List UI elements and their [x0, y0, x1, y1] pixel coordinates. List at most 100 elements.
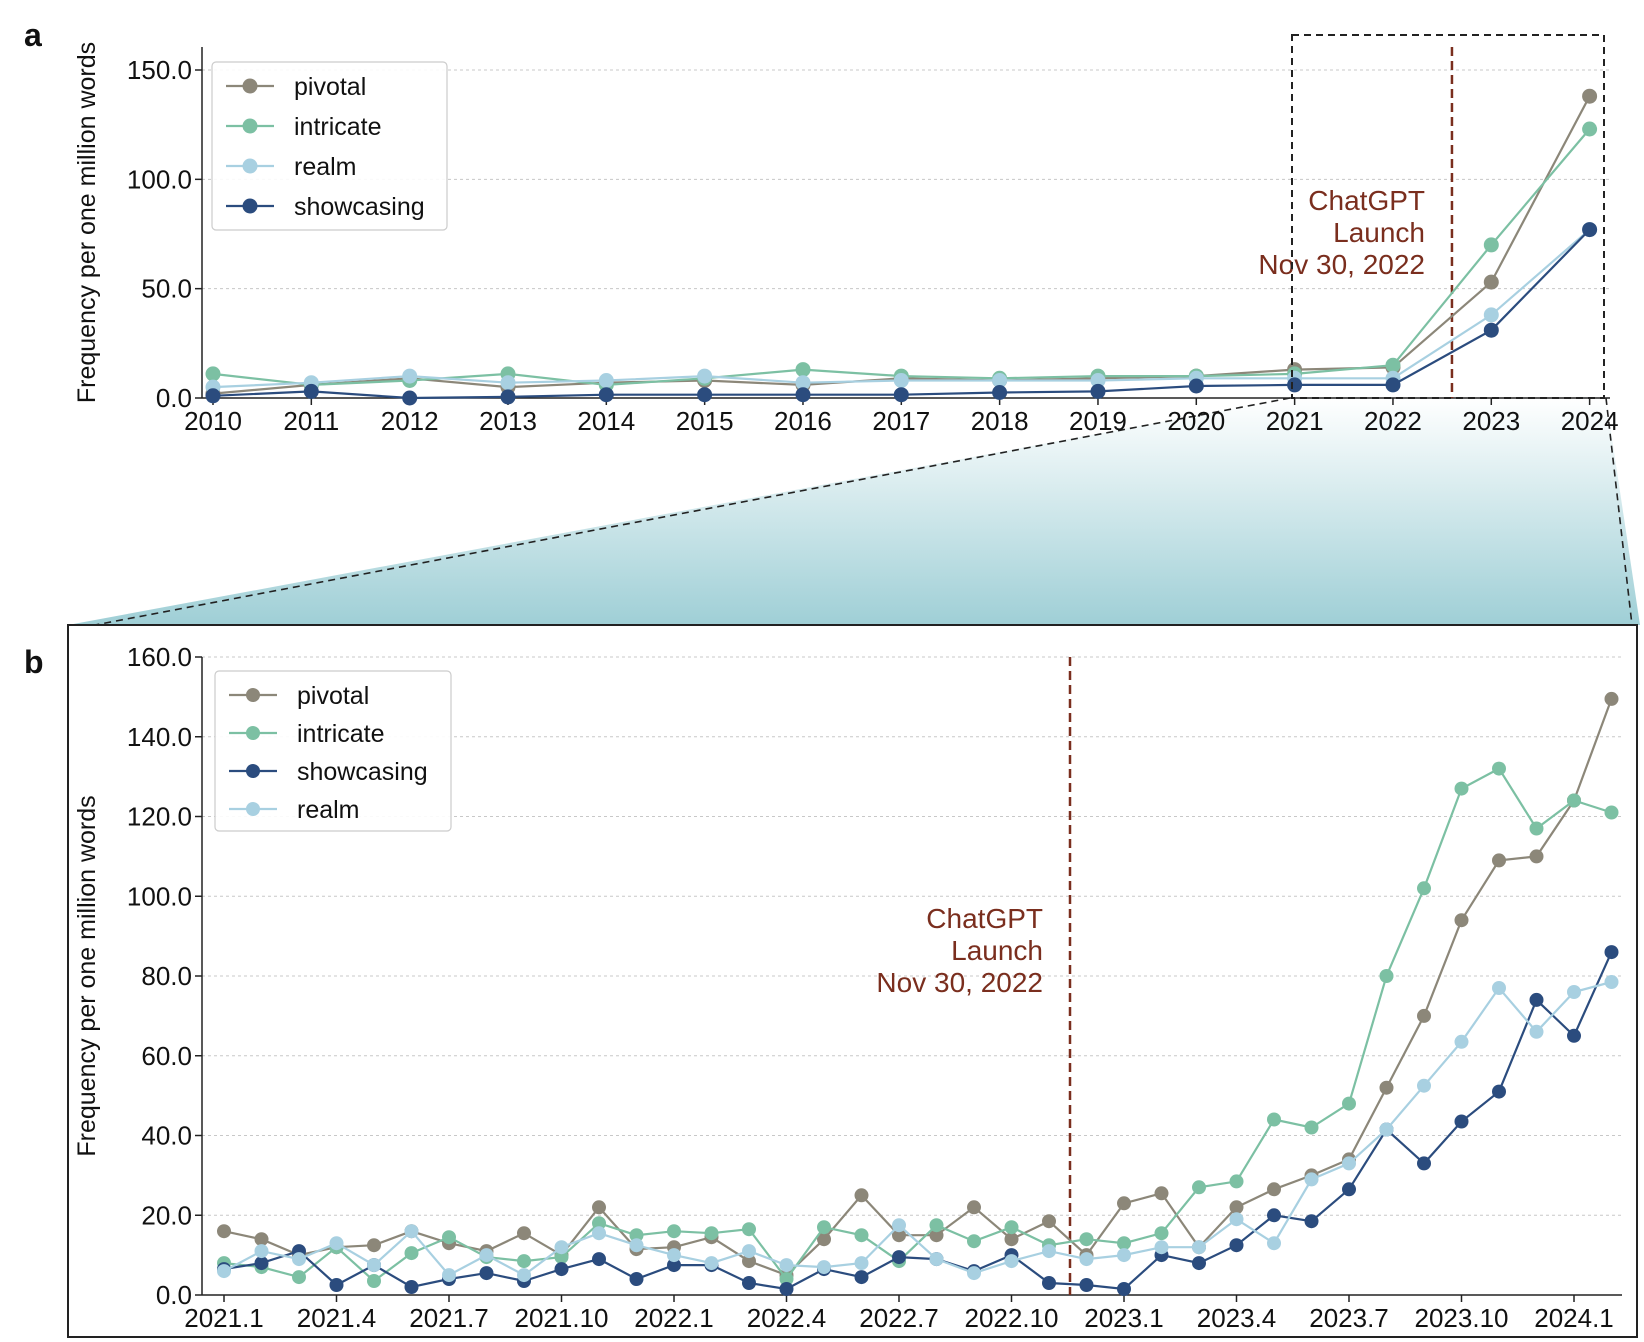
data-point-realm: [967, 1266, 981, 1281]
data-point-showcasing: [1492, 1084, 1506, 1099]
data-point-pivotal: [1267, 1182, 1281, 1197]
data-point-showcasing: [1267, 1208, 1281, 1223]
data-point-intricate: [1154, 1226, 1169, 1241]
launch-annotation: Nov 30, 2022: [1258, 249, 1425, 280]
data-point-realm: [893, 373, 909, 388]
data-point-showcasing: [598, 387, 614, 403]
data-point-showcasing: [892, 1250, 906, 1265]
data-point-intricate: [1192, 1180, 1206, 1195]
data-point-showcasing: [254, 1256, 269, 1271]
y-tick-label: 40.0: [141, 1121, 192, 1151]
data-point-showcasing: [1582, 222, 1598, 238]
data-point-showcasing: [1042, 1276, 1056, 1290]
data-point-intricate: [1483, 237, 1499, 253]
data-point-intricate: [1267, 1112, 1281, 1127]
data-point-realm: [442, 1268, 456, 1283]
data-point-realm: [817, 1260, 831, 1275]
data-point-intricate: [1117, 1236, 1131, 1251]
data-point-realm: [1192, 1240, 1206, 1255]
data-point-showcasing: [893, 387, 909, 403]
data-point-showcasing: [742, 1276, 756, 1290]
x-tick-label: 2024: [1561, 406, 1619, 436]
data-point-realm: [1604, 975, 1619, 989]
data-point-intricate: [1079, 1232, 1094, 1247]
legend: pivotal intricate showcasing realm: [214, 670, 452, 832]
y-tick-label: 100.0: [127, 164, 192, 194]
launch-annotation: Nov 30, 2022: [876, 967, 1043, 998]
y-tick-label: 50.0: [141, 274, 192, 304]
panel-a-label: a: [24, 17, 42, 53]
data-point-showcasing: [303, 383, 319, 399]
data-point-showcasing: [1117, 1282, 1131, 1296]
x-tick-label: 2020: [1167, 406, 1225, 436]
data-point-realm: [929, 1252, 944, 1267]
data-point-intricate: [1304, 1120, 1319, 1135]
data-point-intricate: [1342, 1096, 1356, 1111]
legend-entry: pivotal: [297, 682, 369, 710]
data-point-intricate: [442, 1230, 456, 1245]
data-point-realm: [1342, 1156, 1356, 1171]
data-point-realm: [1483, 307, 1499, 323]
data-point-realm: [1004, 1254, 1019, 1269]
data-point-realm: [1117, 1248, 1131, 1263]
data-point-intricate: [1379, 969, 1394, 983]
data-point-showcasing: [1417, 1156, 1431, 1171]
x-tick-label: 2021.10: [515, 1303, 609, 1333]
data-point-realm: [1567, 985, 1581, 999]
x-tick-label: 2022: [1364, 406, 1422, 436]
data-point-intricate: [742, 1222, 756, 1237]
x-tick-label: 2021.1: [184, 1303, 264, 1333]
data-point-intricate: [592, 1216, 606, 1231]
data-point-pivotal: [254, 1232, 269, 1247]
data-point-pivotal: [517, 1226, 531, 1241]
data-point-realm: [1042, 1244, 1056, 1259]
data-point-showcasing: [1079, 1278, 1094, 1292]
data-point-realm: [629, 1238, 644, 1253]
data-point-realm: [217, 1264, 231, 1279]
x-tick-label: 2011: [283, 406, 339, 436]
data-point-showcasing: [205, 388, 221, 404]
data-point-showcasing: [1529, 992, 1544, 1007]
data-point-showcasing: [1229, 1238, 1244, 1253]
y-tick-label: 80.0: [141, 961, 192, 991]
legend-entry: showcasing: [294, 193, 425, 221]
series-line-realm: [223, 980, 1612, 1277]
data-point-showcasing: [1304, 1214, 1319, 1229]
data-point-realm: [254, 1244, 269, 1259]
data-point-showcasing: [629, 1272, 644, 1286]
y-tick-label: 120.0: [127, 802, 192, 832]
data-point-realm: [500, 375, 516, 391]
data-point-intricate: [795, 362, 811, 378]
data-point-intricate: [1417, 881, 1431, 896]
data-point-showcasing: [500, 389, 516, 405]
data-point-pivotal: [367, 1238, 381, 1253]
data-point-intricate: [667, 1224, 681, 1239]
data-point-showcasing: [992, 385, 1008, 400]
data-point-pivotal: [967, 1200, 981, 1215]
data-point-realm: [704, 1256, 719, 1271]
data-point-intricate: [367, 1274, 381, 1288]
x-tick-label: 2021.7: [409, 1303, 489, 1333]
data-point-showcasing: [554, 1262, 569, 1277]
data-point-intricate: [205, 366, 221, 382]
data-point-showcasing: [592, 1252, 606, 1267]
data-point-showcasing: [1483, 322, 1499, 338]
x-tick-label: 2021.4: [297, 1303, 377, 1333]
data-point-realm: [329, 1236, 344, 1251]
zoom-box: [1291, 34, 1605, 399]
data-point-intricate: [704, 1226, 719, 1241]
data-point-realm: [1529, 1024, 1544, 1039]
data-point-pivotal: [1004, 1232, 1019, 1247]
data-point-intricate: [1567, 793, 1581, 808]
x-tick-label: 2022.1: [634, 1303, 714, 1333]
data-point-realm: [1379, 1122, 1394, 1137]
data-point-realm: [892, 1218, 906, 1233]
data-point-realm: [479, 1248, 494, 1263]
legend-swatch-marker: [246, 726, 260, 740]
x-tick-label: 2019: [1069, 406, 1127, 436]
x-tick-label: 2010: [184, 406, 242, 436]
x-tick-label: 2015: [676, 406, 734, 436]
data-point-realm: [402, 368, 418, 384]
data-point-pivotal: [1582, 88, 1598, 104]
